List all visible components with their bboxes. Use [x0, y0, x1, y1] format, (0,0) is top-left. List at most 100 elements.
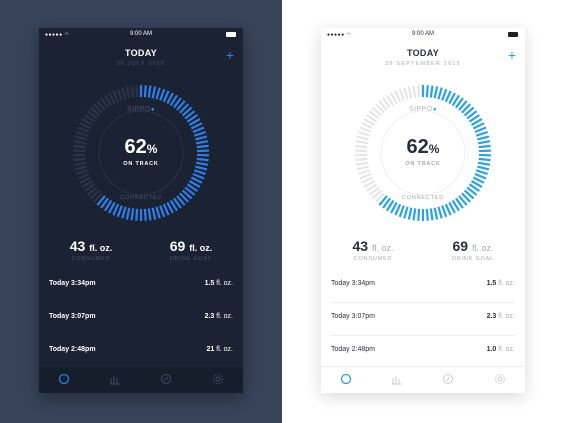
- add-button[interactable]: +: [507, 47, 516, 63]
- list-item[interactable]: Today 3:34pm 1.5 fl. oz.: [49, 270, 233, 303]
- ring-tick-filled: [135, 208, 139, 221]
- ring-tick-filled: [181, 189, 193, 200]
- ring-tick-filled: [386, 199, 395, 212]
- ring-tick-filled: [407, 207, 413, 220]
- phone-dark: ●●●●● ◠ 9:00 AM TODAY 26 JULY 2015 + SIP…: [39, 28, 243, 393]
- ring-tick-filled: [195, 165, 208, 171]
- status-bar: ●●●●● ◠ 9:00 AM: [321, 28, 525, 42]
- ring-tick-filled: [448, 92, 456, 105]
- ring-tick-empty: [112, 90, 120, 103]
- ring-tick-empty: [403, 87, 409, 100]
- list-item[interactable]: Today 2:48pm 1.0 fl. oz.: [331, 346, 515, 353]
- ring-tick-filled: [186, 183, 198, 192]
- ring-tick-empty: [86, 110, 98, 120]
- signal-icon: ●●●●● ◠: [45, 32, 70, 38]
- goal-stat: 69 fl. oz. DRINK GOAL: [169, 238, 213, 262]
- tab-bar: [39, 367, 243, 393]
- settings-icon[interactable]: [212, 373, 224, 385]
- ring-tick-empty: [84, 183, 96, 192]
- ring-tick-empty: [73, 161, 87, 166]
- ring-tick-filled: [378, 195, 388, 206]
- ring-tick-filled: [143, 85, 147, 98]
- ring-tick-filled: [179, 192, 190, 203]
- list-item[interactable]: Today 3:07pm 2.3 fl. oz.: [331, 303, 515, 336]
- ring-tick-filled: [470, 180, 483, 188]
- ring-tick-filled: [403, 206, 409, 219]
- ring-tick-filled: [458, 100, 468, 111]
- ring-tick-empty: [89, 106, 101, 117]
- ring-tick-filled: [104, 199, 113, 212]
- compass-icon[interactable]: [442, 373, 454, 385]
- ring-tick-empty: [378, 100, 388, 111]
- ring-tick-filled: [477, 135, 490, 141]
- add-button[interactable]: +: [225, 47, 234, 63]
- page-title: TODAY: [406, 48, 439, 58]
- home-icon[interactable]: [58, 373, 70, 385]
- list-item[interactable]: Today 3:34pm 1.5 fl. oz.: [331, 270, 515, 303]
- ring-tick-filled: [151, 207, 157, 220]
- settings-icon[interactable]: [494, 373, 506, 385]
- ring-tick-filled: [166, 92, 174, 105]
- home-icon[interactable]: [340, 373, 352, 385]
- ring-tick-filled: [121, 206, 127, 219]
- ring-tick-filled: [195, 161, 209, 166]
- ring-tick-filled: [116, 205, 123, 218]
- battery-icon: [508, 32, 518, 37]
- compass-icon[interactable]: [160, 373, 172, 385]
- ring-tick-filled: [463, 106, 475, 117]
- brand-label: SIPPO●: [408, 106, 438, 113]
- ring-tick-empty: [356, 135, 369, 141]
- ring-tick-filled: [186, 114, 198, 123]
- ring-tick-filled: [394, 203, 402, 216]
- ring-tick-empty: [357, 130, 371, 137]
- ring-tick-filled: [468, 114, 480, 123]
- ring-tick-empty: [84, 114, 96, 123]
- ring-tick-empty: [121, 87, 127, 100]
- ring-tick-empty: [407, 86, 413, 99]
- ring-tick-filled: [441, 205, 448, 218]
- ring-tick-empty: [86, 186, 98, 196]
- ring-tick-filled: [188, 118, 201, 126]
- stats-icon[interactable]: [391, 373, 403, 385]
- ring-tick-empty: [371, 106, 383, 117]
- ring-tick-filled: [173, 197, 182, 209]
- ring-tick-empty: [371, 189, 383, 200]
- ring-tick-empty: [73, 144, 86, 149]
- ring-tick-filled: [425, 208, 429, 221]
- ring-tick-empty: [108, 92, 116, 105]
- ring-tick-filled: [477, 161, 491, 166]
- ring-tick-filled: [155, 206, 161, 219]
- ring-tick-filled: [466, 186, 478, 196]
- ring-tick-empty: [79, 176, 92, 184]
- list-item[interactable]: Today 3:07pm 2.3 fl. oz.: [49, 313, 233, 320]
- ring-tick-empty: [100, 97, 109, 109]
- ring-tick-empty: [74, 165, 87, 171]
- ring-tick-empty: [125, 86, 131, 99]
- ring-tick-filled: [448, 201, 456, 214]
- ring-tick-filled: [159, 205, 166, 218]
- ring-tick-empty: [363, 180, 376, 188]
- ring-tick-filled: [474, 126, 487, 134]
- ring-tick-filled: [437, 87, 443, 100]
- list-item[interactable]: Today 2:48pm 21 fl. oz.: [49, 346, 233, 353]
- ring-tick-empty: [398, 88, 405, 101]
- stats-icon[interactable]: [109, 373, 121, 385]
- ring-tick-empty: [81, 180, 94, 188]
- ring-tick-empty: [357, 169, 371, 176]
- ring-tick-filled: [433, 207, 439, 220]
- ring-tick-filled: [184, 186, 196, 196]
- ring-tick-filled: [155, 87, 161, 100]
- ring-tick-filled: [108, 201, 116, 214]
- ring-tick-filled: [382, 197, 391, 209]
- drop-icon: ●: [150, 107, 156, 113]
- ring-tick-filled: [190, 176, 203, 184]
- ring-tick-filled: [173, 97, 182, 109]
- ring-tick-filled: [466, 110, 478, 120]
- ring-tick-filled: [112, 203, 120, 216]
- progress-ring: [355, 85, 491, 221]
- ring-tick-filled: [125, 207, 131, 220]
- ring-tick-empty: [390, 92, 398, 105]
- status-time: 9:00 AM: [129, 31, 152, 37]
- ring-tick-filled: [463, 189, 475, 200]
- ring-tick-filled: [470, 118, 483, 126]
